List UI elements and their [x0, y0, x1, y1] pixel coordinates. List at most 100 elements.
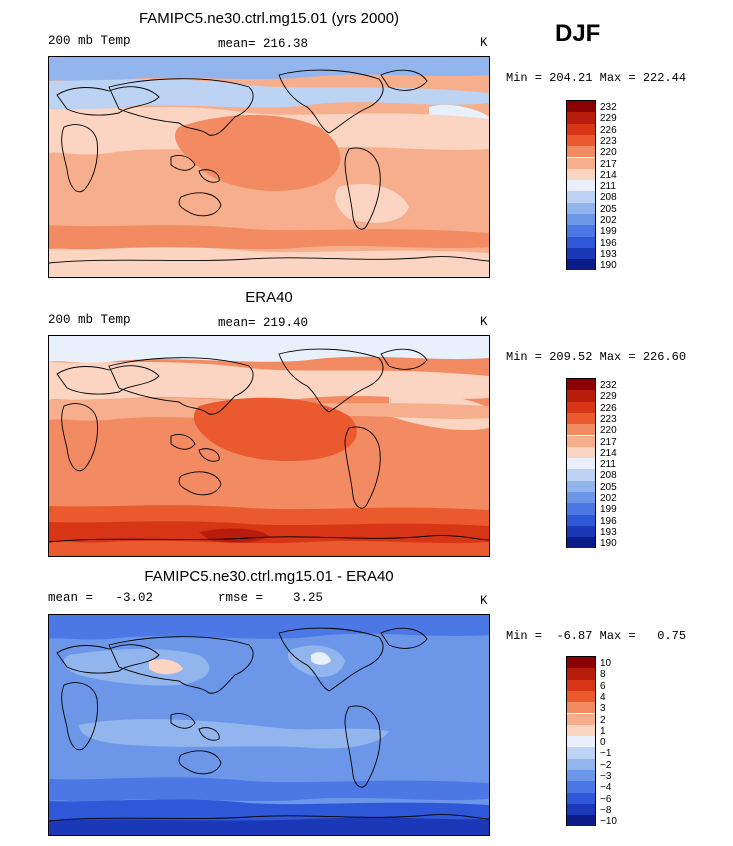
panel1-colorbar-box [567, 191, 595, 203]
panel2-colorbar-box [567, 458, 595, 470]
panel1-colorbar-box [567, 247, 595, 260]
panel3-asia-patch [63, 648, 210, 686]
panel2-colorbar-box [567, 424, 595, 436]
panel3-map [48, 614, 490, 836]
colorbar-tick-label: −3 [600, 771, 612, 782]
panel2-colorbar-box [567, 492, 595, 504]
panel3-colorbar-box [567, 815, 595, 827]
panel1-colorbar [566, 100, 596, 271]
panel1-map-svg [49, 57, 489, 277]
panel1-colorbar-box [567, 202, 595, 214]
panel3-minmax: Min = -6.87 Max = 0.75 [506, 629, 687, 643]
colorbar-tick-label: −1 [600, 748, 612, 760]
colorbar-tick-label: 202 [600, 493, 617, 504]
colorbar-tick-label: 223 [600, 413, 617, 425]
panel1-mean: mean= 216.38 [218, 37, 309, 51]
panel1-arctic-cold [49, 57, 489, 82]
panel3-colorbar-box [567, 702, 595, 714]
panel2-colorbar-box [567, 412, 595, 425]
colorbar-tick-label: 196 [600, 237, 617, 249]
panel2-colorbar-box [567, 435, 595, 447]
colorbar-tick-label: 205 [600, 481, 617, 493]
colorbar-tick-label: 2 [600, 714, 606, 726]
panel2-map [48, 335, 490, 557]
panel3-title: FAMIPC5.ne30.ctrl.mg15.01 - ERA40 [144, 568, 394, 585]
colorbar-tick-label: 217 [600, 436, 617, 448]
colorbar-tick-label: 3 [600, 703, 606, 715]
panel2-colorbar-box [567, 537, 595, 549]
panel2-colorbar-box [567, 401, 595, 413]
colorbar-tick-label: 211 [600, 181, 616, 193]
panel3-colorbar-box [567, 747, 595, 759]
panel2-map-svg [49, 336, 489, 556]
panel1-colorbar-box [567, 168, 595, 181]
colorbar-tick-label: 10 [600, 658, 612, 669]
colorbar-tick-label: 6 [600, 680, 606, 692]
panel1-colorbar-box [567, 157, 595, 169]
panel1-colorbar-box [567, 236, 595, 248]
panel2-colorbar-box [567, 469, 595, 481]
colorbar-tick-label: 190 [600, 260, 617, 272]
colorbar-tick-label: 214 [600, 447, 617, 459]
colorbar-tick-label: 229 [600, 113, 617, 125]
panel3-colorbar-box [567, 792, 595, 804]
panel1-colorbar-box [567, 146, 595, 158]
colorbar-tick-label: −4 [600, 782, 612, 794]
panel1-coastlines [49, 69, 489, 264]
colorbar-tick-label: 202 [600, 215, 617, 226]
panel1-arctic-cool [49, 79, 489, 111]
panel2-colorbar-box [567, 480, 595, 492]
panel3-colorbar-box [567, 724, 595, 737]
colorbar-tick-label: 205 [600, 203, 617, 215]
panel1-minmax: Min = 204.21 Max = 222.44 [506, 71, 687, 85]
panel3-asia-warm [149, 659, 183, 675]
colorbar-tick-label: 232 [600, 102, 617, 113]
panel1-sh-cool-patch [335, 183, 409, 223]
panel3-colorbar-box [567, 781, 595, 793]
colorbar-tick-label: 0 [600, 737, 606, 749]
colorbar-tick-label: 232 [600, 380, 617, 391]
panel2-coastlines [49, 348, 489, 543]
panel1-unit: K [480, 36, 488, 50]
colorbar-tick-label: −2 [600, 759, 612, 771]
panel2-mean: mean= 219.40 [218, 316, 309, 330]
panel3-antarctic-deep [49, 817, 489, 835]
panel1-field-label: 200 mb Temp [48, 34, 131, 48]
colorbar-tick-label: 223 [600, 135, 617, 147]
colorbar-tick-label: −10 [600, 816, 617, 828]
colorbar-tick-label: 193 [600, 248, 617, 260]
panel2-title: ERA40 [245, 289, 293, 306]
panel1-colorbar-box [567, 214, 595, 226]
colorbar-tick-label: 1 [600, 725, 606, 737]
panel1-colorbar-box [567, 180, 595, 192]
panel2-unit: K [480, 315, 488, 329]
colorbar-tick-label: 220 [600, 147, 617, 159]
colorbar-tick-label: 196 [600, 515, 617, 527]
panel1-colorbar-box [567, 259, 595, 271]
panel3-mean: mean = -3.02 [48, 591, 154, 605]
panel3-colorbar [566, 656, 596, 827]
panel3-sh-band [49, 777, 489, 802]
colorbar-tick-label: −6 [600, 793, 612, 805]
colorbar-tick-label: 208 [600, 470, 617, 482]
panel3-coastlines [49, 627, 489, 822]
panel3-colorbar-box [567, 770, 595, 782]
panel2-warm-pool [193, 397, 357, 462]
colorbar-tick-label: −8 [600, 804, 612, 816]
panel3-tropics-band [79, 719, 389, 749]
panel1-colorbar-box [567, 123, 595, 135]
panel3-arctic [49, 615, 489, 640]
panel3-colorbar-box [567, 679, 595, 691]
panel2-colorbar-box [567, 390, 595, 402]
panel1-antarctic [49, 247, 489, 277]
colorbar-tick-label: 226 [600, 124, 617, 136]
colorbar-tick-label: 220 [600, 425, 617, 437]
panel1-colorbar-box [567, 112, 595, 124]
colorbar-tick-label: 199 [600, 226, 617, 238]
panel2-colorbar-box [567, 525, 595, 538]
panel3-colorbar-box [567, 668, 595, 680]
panel1-colorbar-box [567, 225, 595, 237]
panel2-highlat-band [49, 362, 489, 401]
panel3-colorbar-box [567, 803, 595, 816]
panel2-colorbar-box [567, 379, 595, 391]
